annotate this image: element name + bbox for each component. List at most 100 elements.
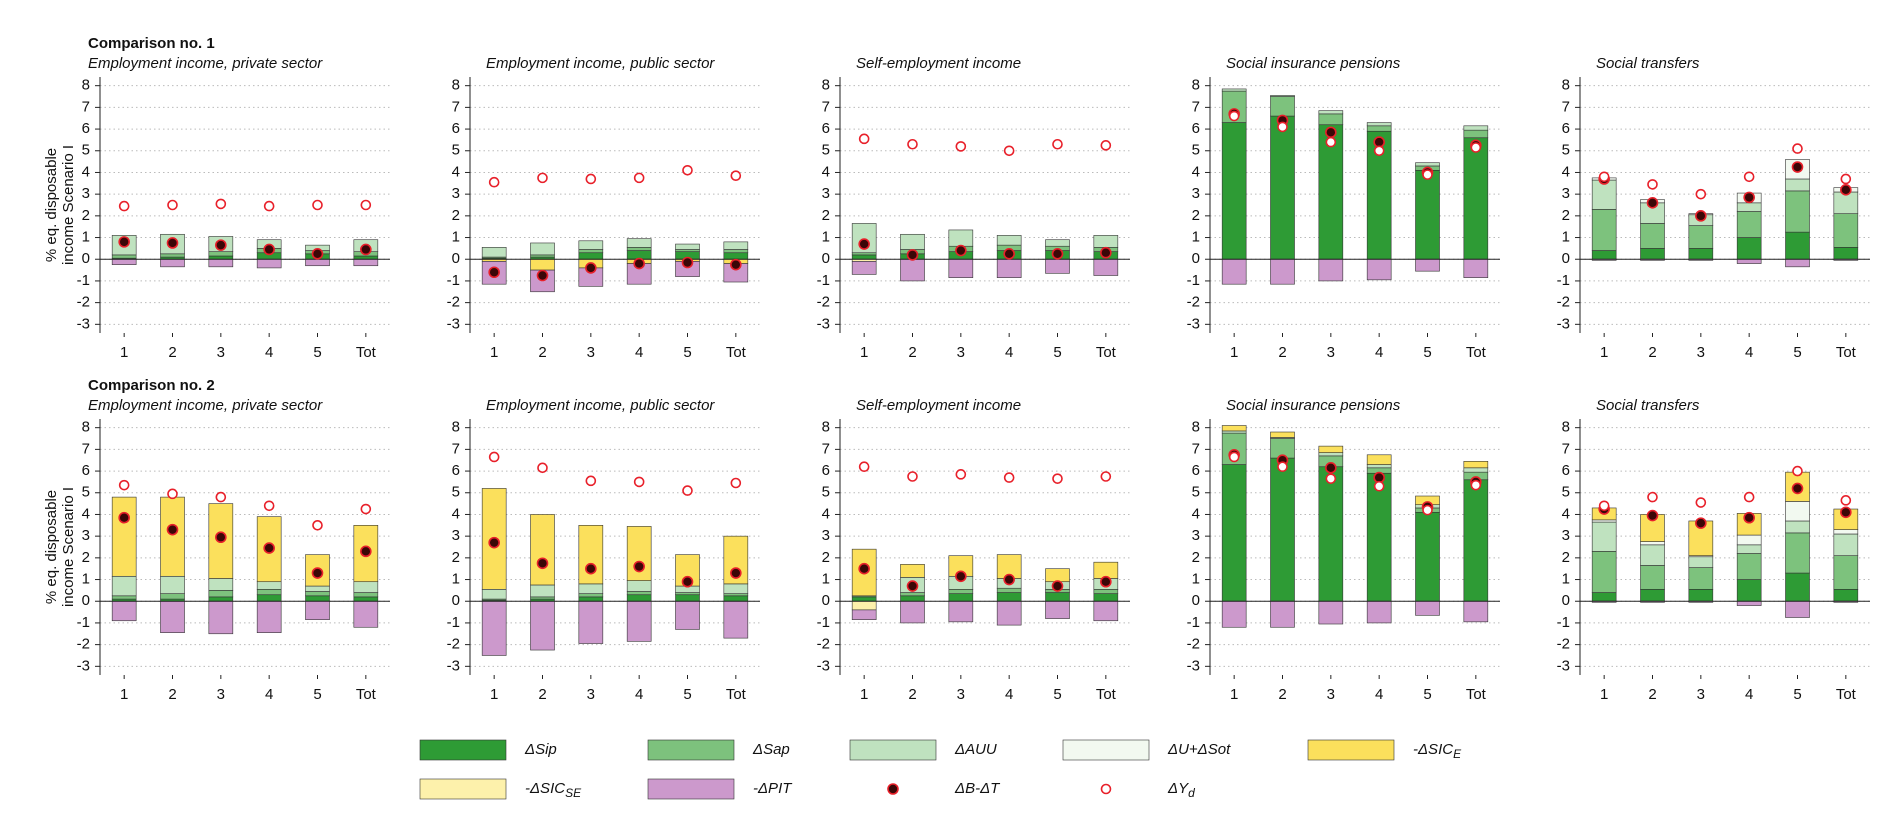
bar-segment [1591, 179, 1617, 210]
legend-swatch [647, 778, 735, 800]
x-tick-label: 5 [313, 686, 321, 703]
bar-segment [948, 229, 974, 247]
legend-subscript: E [1453, 747, 1462, 761]
income-ring [215, 491, 227, 503]
income-ring [1052, 138, 1063, 150]
row-title: Comparison no. 1 [88, 35, 215, 52]
bar-segment [626, 594, 652, 602]
legend-label: ΔSap [752, 741, 790, 758]
income-ring [955, 141, 967, 152]
bar-segment [208, 578, 234, 591]
bar-segment [1221, 88, 1247, 92]
y-tick-label: 7 [452, 98, 460, 115]
bar-segment [851, 600, 877, 611]
bar-segment [900, 258, 925, 282]
x-tick-label: 3 [587, 344, 595, 361]
bar-segment [160, 253, 185, 258]
y-tick-label: 0 [1562, 592, 1570, 609]
y-tick-label: -2 [1187, 294, 1200, 311]
bar-segment [160, 593, 185, 600]
y-tick-label: 8 [1192, 419, 1200, 436]
bar-segment [1640, 223, 1665, 249]
income-ring [360, 503, 372, 515]
x-tick-label: 3 [587, 686, 595, 703]
net-dot [633, 257, 645, 270]
bar-segment [675, 600, 700, 630]
y-tick-label: -3 [817, 657, 830, 674]
y-tick-label: 5 [822, 484, 830, 501]
bar-segment [578, 252, 604, 260]
bar-segment [1736, 579, 1762, 602]
net-dot [633, 560, 645, 573]
bar-segment [1785, 231, 1810, 260]
y-tick-label: 8 [822, 77, 830, 94]
y-tick-label: 6 [1192, 120, 1200, 137]
bar-segment [1833, 555, 1859, 590]
legend-label: ΔAUU [954, 741, 997, 758]
bar-segment [1366, 600, 1392, 624]
bar-segment [996, 587, 1022, 593]
y-tick-label: 2 [1562, 549, 1570, 566]
bar-segment [996, 235, 1022, 246]
bar-segment [1415, 511, 1440, 602]
y-tick-label: -3 [1557, 315, 1570, 332]
y-tick-label: 6 [1562, 462, 1570, 479]
legend-swatch [1062, 739, 1150, 761]
bar-segment [675, 249, 700, 252]
bar-segment [530, 600, 555, 651]
net-dot [730, 567, 742, 579]
net-dot [1646, 509, 1659, 522]
legend-marker [887, 783, 899, 795]
panel-subtitle: Employment income, private sector [88, 55, 323, 72]
y-tick-label: -3 [817, 315, 830, 332]
x-tick-label: Tot [1096, 344, 1117, 361]
net-dot [906, 580, 919, 592]
bar-segment [530, 258, 555, 271]
net-dot [1743, 191, 1755, 204]
y-tick-label: 2 [1192, 207, 1200, 224]
x-tick-label: 5 [1423, 686, 1431, 703]
x-tick-label: 3 [217, 344, 225, 361]
bar-segment [530, 514, 555, 586]
legend-swatch [1307, 739, 1395, 761]
bar-segment [1833, 589, 1859, 602]
income-ring [167, 488, 178, 500]
income-ring [1373, 145, 1385, 157]
bar-segment [305, 595, 330, 602]
y-tick-label: -2 [1557, 636, 1570, 653]
net-dot [1325, 462, 1337, 474]
panel-subtitle: Social transfers [1596, 55, 1700, 72]
legend-marker [1100, 783, 1112, 795]
net-dot [488, 536, 500, 549]
y-tick-label: 1 [82, 571, 90, 588]
x-tick-label: 4 [635, 686, 643, 703]
bar-segment [1736, 553, 1762, 580]
bar-segment [353, 581, 379, 593]
y-tick-label: 8 [452, 77, 460, 94]
x-tick-label: 4 [1375, 344, 1383, 361]
bar-segment [948, 258, 974, 278]
y-tick-label: 7 [1562, 440, 1570, 457]
income-ring [1003, 145, 1015, 157]
x-tick-label: 3 [217, 686, 225, 703]
y-tick-label: 3 [82, 185, 90, 202]
bar-segment [353, 596, 379, 602]
y-axis-label: % eq. disposable [43, 490, 60, 604]
legend-name: ΔU+ΔSot [1167, 741, 1231, 758]
net-dot [311, 567, 324, 579]
y-tick-label: -1 [447, 272, 460, 289]
y-tick-label: 8 [82, 419, 90, 436]
y-tick-label: 7 [1192, 440, 1200, 457]
bar-segment [530, 596, 555, 600]
income-ring [1003, 472, 1015, 483]
bar-segment [1640, 248, 1665, 260]
bar-segment [675, 592, 700, 596]
income-ring [1647, 491, 1658, 503]
bar-segment [851, 261, 877, 275]
x-tick-label: 2 [1648, 686, 1656, 703]
bar-segment [1045, 592, 1070, 602]
income-ring [360, 199, 372, 211]
y-tick-label: 0 [822, 592, 830, 609]
x-tick-label: 2 [908, 344, 916, 361]
y-tick-label: 2 [452, 549, 460, 566]
